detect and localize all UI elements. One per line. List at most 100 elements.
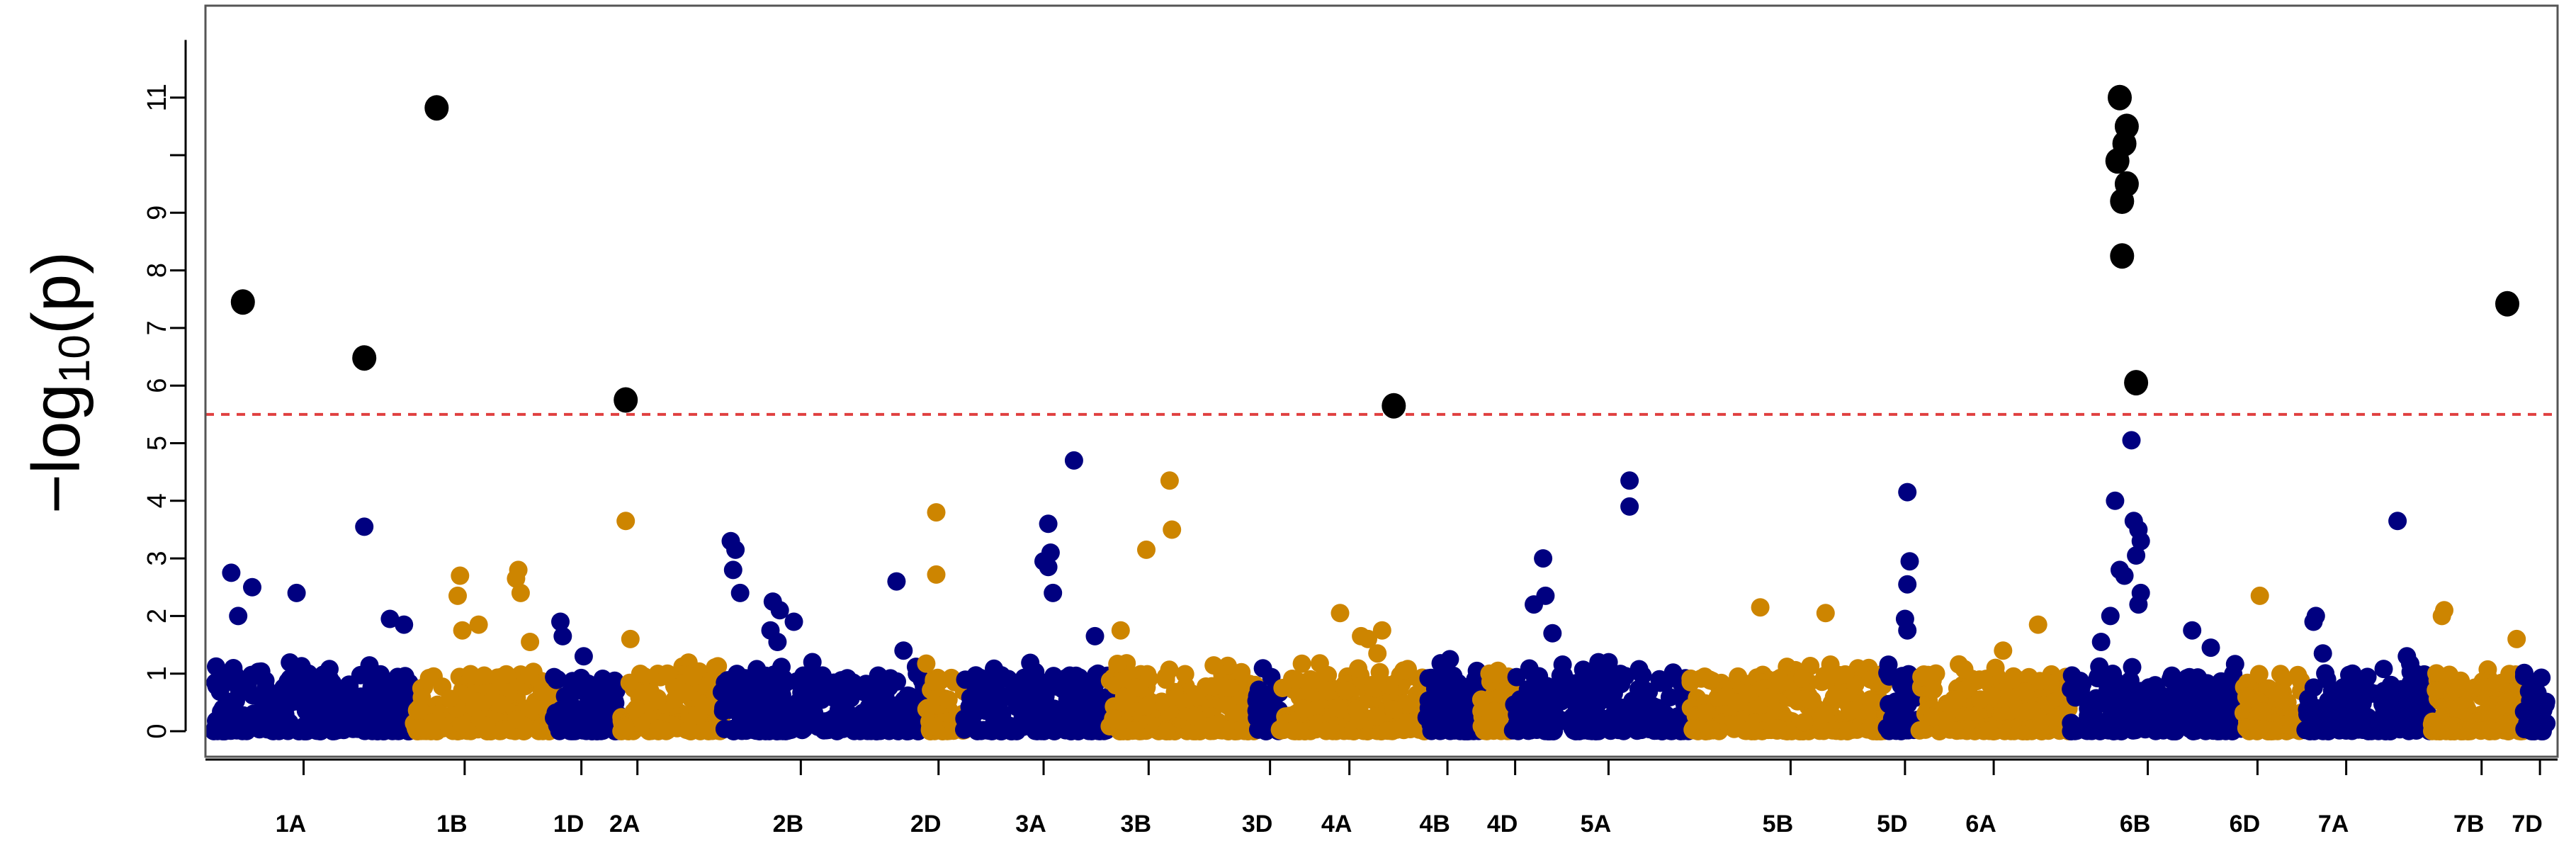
snp-point-2B [866, 706, 885, 726]
snp-point-7A [2316, 664, 2335, 683]
snp-point-2A [616, 718, 635, 737]
notable-snp-point [1534, 549, 1553, 568]
snp-point-7A [2374, 721, 2393, 740]
snp-point-3B [1204, 656, 1224, 675]
notable-snp-point [1160, 471, 1179, 490]
snp-point-3B [1157, 722, 1176, 740]
snp-point-2B [752, 682, 771, 701]
snp-point-3A [1073, 686, 1091, 705]
snp-point-2B [769, 713, 788, 732]
snp-point-7A [2385, 705, 2404, 724]
snp-point-6B [2186, 697, 2204, 716]
snp-point-3B [1221, 679, 1239, 697]
snp-point-7B [2439, 716, 2458, 735]
snp-point-5B [1793, 669, 1812, 688]
notable-snp-point [2201, 638, 2220, 658]
snp-point-1A [357, 689, 376, 708]
notable-snp-point [1525, 595, 1543, 614]
notable-snp-point [521, 633, 540, 651]
snp-point-4A [1349, 659, 1368, 678]
snp-point-1B [462, 666, 481, 685]
snp-point-6A [2016, 682, 2035, 701]
y-tick-label: 3 [142, 551, 172, 566]
snp-point-4A [1363, 677, 1382, 696]
snp-point-2B [892, 716, 911, 735]
snp-point-5A [1660, 688, 1679, 706]
snp-point-5A [1574, 660, 1593, 679]
notable-snp-point [511, 583, 530, 602]
notable-snp-point [2129, 595, 2148, 614]
snp-point-1A [269, 721, 288, 740]
notable-snp-point [621, 629, 640, 648]
notable-snp-point [927, 503, 946, 522]
snp-point-3A [1034, 721, 1053, 740]
snp-point-5A [1577, 717, 1596, 736]
snp-point-1B [477, 716, 496, 735]
snp-point-2B [813, 666, 832, 685]
snp-point-4A [1287, 670, 1305, 689]
snp-point-7B [2483, 704, 2502, 723]
y-tick-label: 4 [142, 493, 172, 508]
snp-point-5A [1616, 667, 1635, 686]
y-axis-label: −log10(p) [18, 252, 99, 514]
snp-point-2D [917, 654, 936, 673]
snp-point-5A [1507, 667, 1526, 687]
y-axis: 0 1 2 3 4 5 6 7 8 9 11 [142, 40, 187, 739]
snp-point-2B [715, 719, 734, 738]
notable-snp-point [770, 601, 789, 620]
y-tick-label: 6 [142, 378, 172, 393]
notable-snp-point [2122, 431, 2141, 450]
significant-snp-point-6B [2108, 84, 2132, 111]
snp-point-7B [2465, 678, 2485, 697]
snp-point-1A [334, 721, 354, 740]
snp-point-6A [1970, 670, 1989, 689]
snp-point-6A [1948, 690, 1967, 709]
snp-point-1B [468, 692, 487, 711]
snp-point-3B [1175, 665, 1194, 684]
snp-point-5A [1540, 718, 1559, 737]
snp-point-5A [1545, 696, 1564, 715]
snp-point-5A [1639, 720, 1659, 738]
snp-point-1A [310, 719, 329, 738]
snp-point-6A [2023, 701, 2041, 720]
notable-snp-point [1898, 621, 1917, 640]
notable-snp-point [1064, 451, 1083, 470]
snp-point-6D [2249, 719, 2269, 738]
y-tick-label: 11 [142, 84, 172, 111]
snp-point-3B [1219, 656, 1237, 675]
snp-point-5A [1633, 694, 1652, 713]
snp-point-6B [2123, 721, 2142, 740]
snp-point-3D [1249, 689, 1268, 708]
snp-point-6B [2217, 706, 2236, 726]
notable-snp-point [616, 512, 635, 531]
snp-point-3B [1156, 667, 1175, 687]
snp-point-2B [717, 696, 736, 715]
snp-point-5A [1589, 653, 1608, 672]
snp-point-6B [2084, 699, 2103, 718]
snp-point-1A [371, 665, 390, 684]
notable-snp-point [2250, 586, 2269, 605]
snp-point-6B [2156, 705, 2175, 724]
notable-snp-point [1900, 552, 1919, 571]
x-tick-label-7A: 7A [2318, 811, 2349, 837]
snp-point-6B [2224, 665, 2243, 684]
snp-point-3B [1108, 655, 1127, 673]
notable-snp-point [2101, 607, 2120, 626]
snp-point-7B [2462, 720, 2481, 739]
snp-point-1A [220, 719, 239, 738]
notable-snp-point [574, 647, 593, 666]
snp-point-3A [1015, 671, 1034, 689]
x-tick-label-4D: 4D [1487, 811, 1518, 837]
snp-point-6B [2098, 679, 2118, 699]
snp-point-4A [1367, 707, 1386, 726]
snp-point-3A [1002, 722, 1021, 740]
notable-snp-point [1111, 621, 1130, 640]
snp-point-6B [2196, 685, 2215, 704]
notable-snp-point [1039, 558, 1058, 577]
snp-point-3B [1152, 692, 1171, 711]
snp-point-6B [2067, 721, 2086, 740]
notable-snp-point [2183, 621, 2202, 640]
snp-point-4A [1378, 721, 1397, 740]
snp-point-7A [2352, 704, 2371, 723]
snp-point-1D [593, 670, 612, 688]
